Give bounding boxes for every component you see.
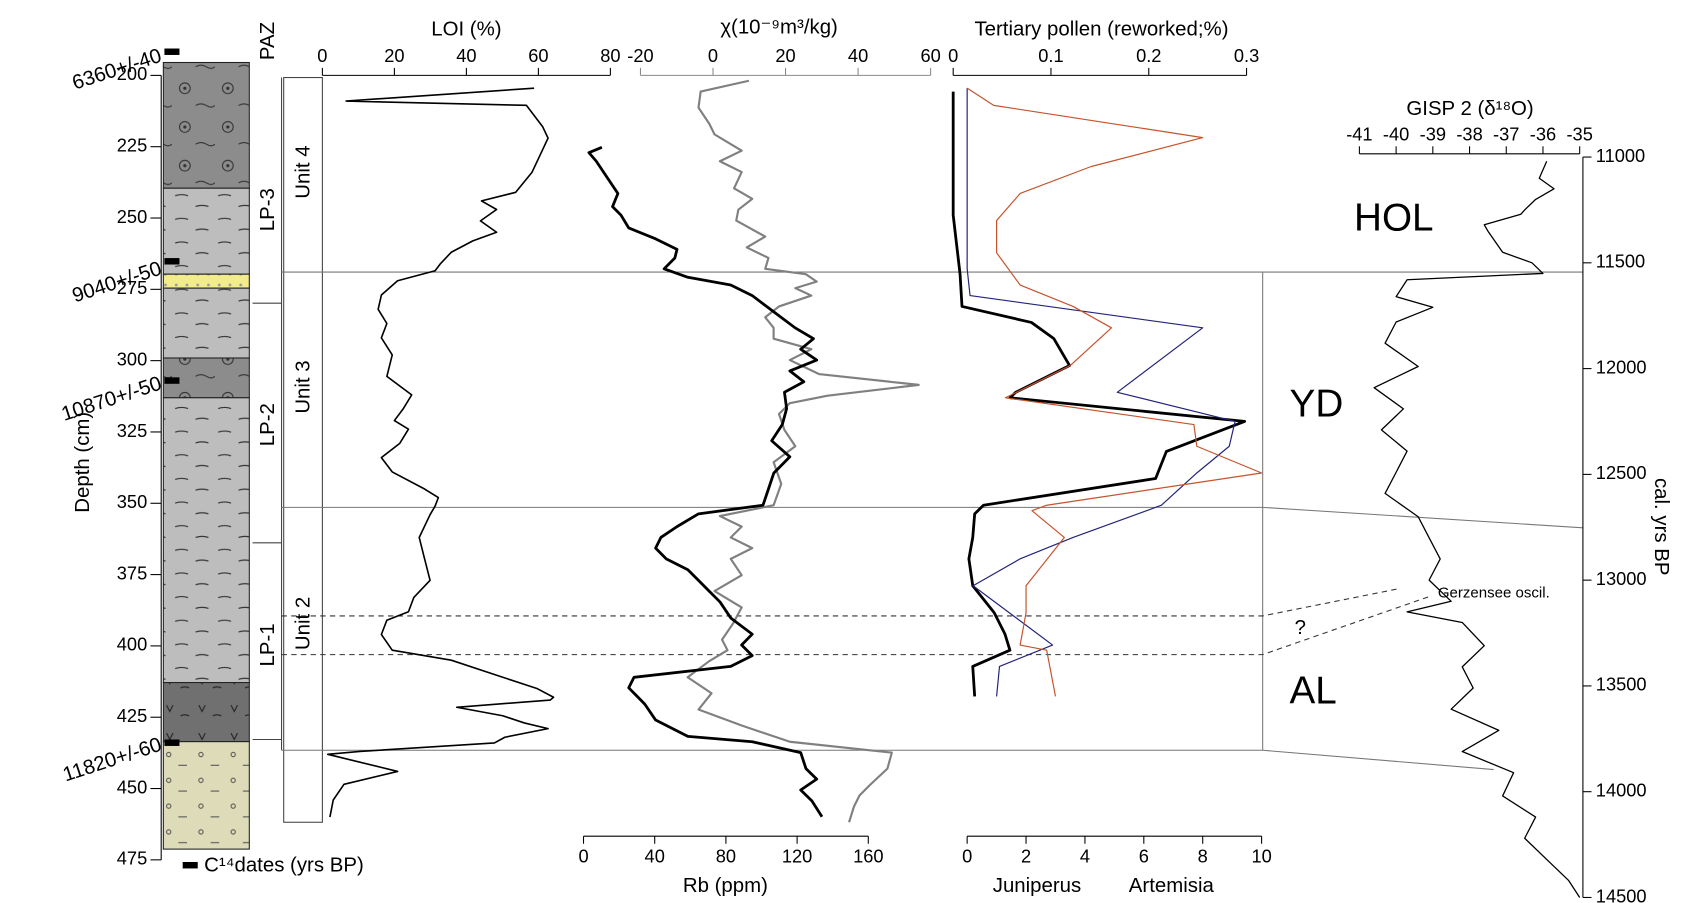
x-tick-label: 20 — [384, 45, 404, 66]
y-tick-label: 450 — [117, 776, 147, 797]
zone-label: LP-1 — [257, 623, 279, 666]
x-tick-label: 0 — [708, 45, 718, 66]
date-label: 11820+/-60 — [60, 734, 164, 787]
correlation-lines — [281, 271, 1583, 771]
axis-title: Tertiary pollen (reworked;%) — [974, 19, 1228, 41]
annotation: Gerzensee oscil. — [1438, 584, 1550, 601]
data-line — [587, 145, 824, 818]
y-tick-label: 13500 — [1596, 674, 1647, 695]
y-tick-label: 300 — [117, 348, 147, 369]
zone-title: PAZ — [257, 22, 279, 60]
x-tick-label: -39 — [1420, 123, 1446, 144]
data-line — [966, 87, 1263, 697]
y-axis-label: cal. yrs BP — [1650, 478, 1672, 576]
y-tick-label: 12500 — [1596, 462, 1647, 483]
x-tick-label: -41 — [1346, 123, 1372, 144]
y-tick-label: 12000 — [1596, 356, 1647, 377]
period-label: AL — [1290, 670, 1337, 713]
y-tick-label: 425 — [117, 705, 147, 726]
data-line — [966, 88, 1236, 697]
x-tick-label: 60 — [920, 45, 940, 66]
zone-label: LP-2 — [257, 403, 279, 446]
x-tick-label: 0.1 — [1038, 45, 1063, 66]
zone-label: LP-3 — [257, 188, 279, 231]
x-tick-label: 8 — [1198, 846, 1208, 867]
axis-title: χ(10⁻⁹m³/kg) — [720, 16, 838, 38]
date-markers — [164, 48, 198, 869]
unit-label: Unit 2 — [293, 597, 315, 650]
x-tick-label: 2 — [1021, 846, 1031, 867]
zone-boundaries — [252, 76, 323, 823]
period-label: YD — [1290, 383, 1344, 426]
y-tick-label: 275 — [117, 277, 147, 298]
x-tick-label: -36 — [1530, 123, 1556, 144]
x-tick-label: 0.3 — [1234, 45, 1259, 66]
x-tick-label: 0 — [317, 45, 327, 66]
x-tick-label: -20 — [627, 45, 653, 66]
legend-label: Artemisia — [1129, 875, 1215, 897]
period-label: HOL — [1354, 197, 1434, 240]
x-tick-label: 6 — [1139, 846, 1149, 867]
x-tick-label: 40 — [848, 45, 868, 66]
x-tick-label: 120 — [782, 846, 812, 867]
y-tick-label: 325 — [117, 420, 147, 441]
y-tick-label: 350 — [117, 491, 147, 512]
y-tick-label: 14500 — [1596, 885, 1647, 903]
data-line — [686, 79, 920, 823]
y-tick-label: 250 — [117, 206, 147, 227]
y-tick-label: 14000 — [1596, 780, 1647, 801]
x-tick-label: 0.2 — [1136, 45, 1161, 66]
y-axis-label: Depth (cm) — [72, 412, 94, 513]
y-tick-label: 11500 — [1596, 251, 1645, 272]
x-tick-label: -35 — [1566, 123, 1592, 144]
y-tick-label: 200 — [117, 63, 147, 84]
dates-legend: C¹⁴dates (yrs BP) — [204, 855, 364, 877]
axis-title: LOI (%) — [431, 19, 501, 41]
x-tick-label: 20 — [775, 45, 795, 66]
x-tick-label: 4 — [1080, 846, 1090, 867]
y-tick-label: 400 — [117, 634, 147, 655]
y-tick-label: 225 — [117, 135, 147, 156]
legend-label: Juniperus — [993, 875, 1081, 897]
y-tick-label: 375 — [117, 562, 147, 583]
x-tick-label: 60 — [528, 45, 548, 66]
x-tick-label: 80 — [600, 45, 620, 66]
y-tick-label: 13000 — [1596, 568, 1647, 589]
unit-label: Unit 3 — [293, 360, 315, 413]
axis-title: GISP 2 (δ¹⁸O) — [1406, 98, 1533, 120]
x-tick-label: 160 — [853, 846, 883, 867]
x-tick-label: 0 — [578, 846, 588, 867]
data-line — [1373, 160, 1581, 898]
axis-title: Rb (ppm) — [683, 875, 768, 897]
y-tick-label: 11000 — [1596, 145, 1645, 166]
x-tick-label: -37 — [1493, 123, 1519, 144]
x-tick-label: 40 — [645, 846, 665, 867]
x-tick-label: 0 — [948, 45, 958, 66]
data-line — [326, 87, 555, 818]
x-tick-label: 0 — [962, 846, 972, 867]
y-tick-label: 475 — [117, 848, 147, 869]
x-tick-label: 10 — [1251, 846, 1271, 867]
annotation: ? — [1295, 617, 1306, 639]
x-tick-label: 80 — [716, 846, 736, 867]
unit-label: Unit 4 — [293, 145, 315, 198]
x-tick-label: 40 — [456, 45, 476, 66]
data-line — [951, 91, 1247, 697]
lithology-column — [162, 61, 250, 850]
x-tick-label: -40 — [1383, 123, 1409, 144]
x-tick-label: -38 — [1456, 123, 1482, 144]
